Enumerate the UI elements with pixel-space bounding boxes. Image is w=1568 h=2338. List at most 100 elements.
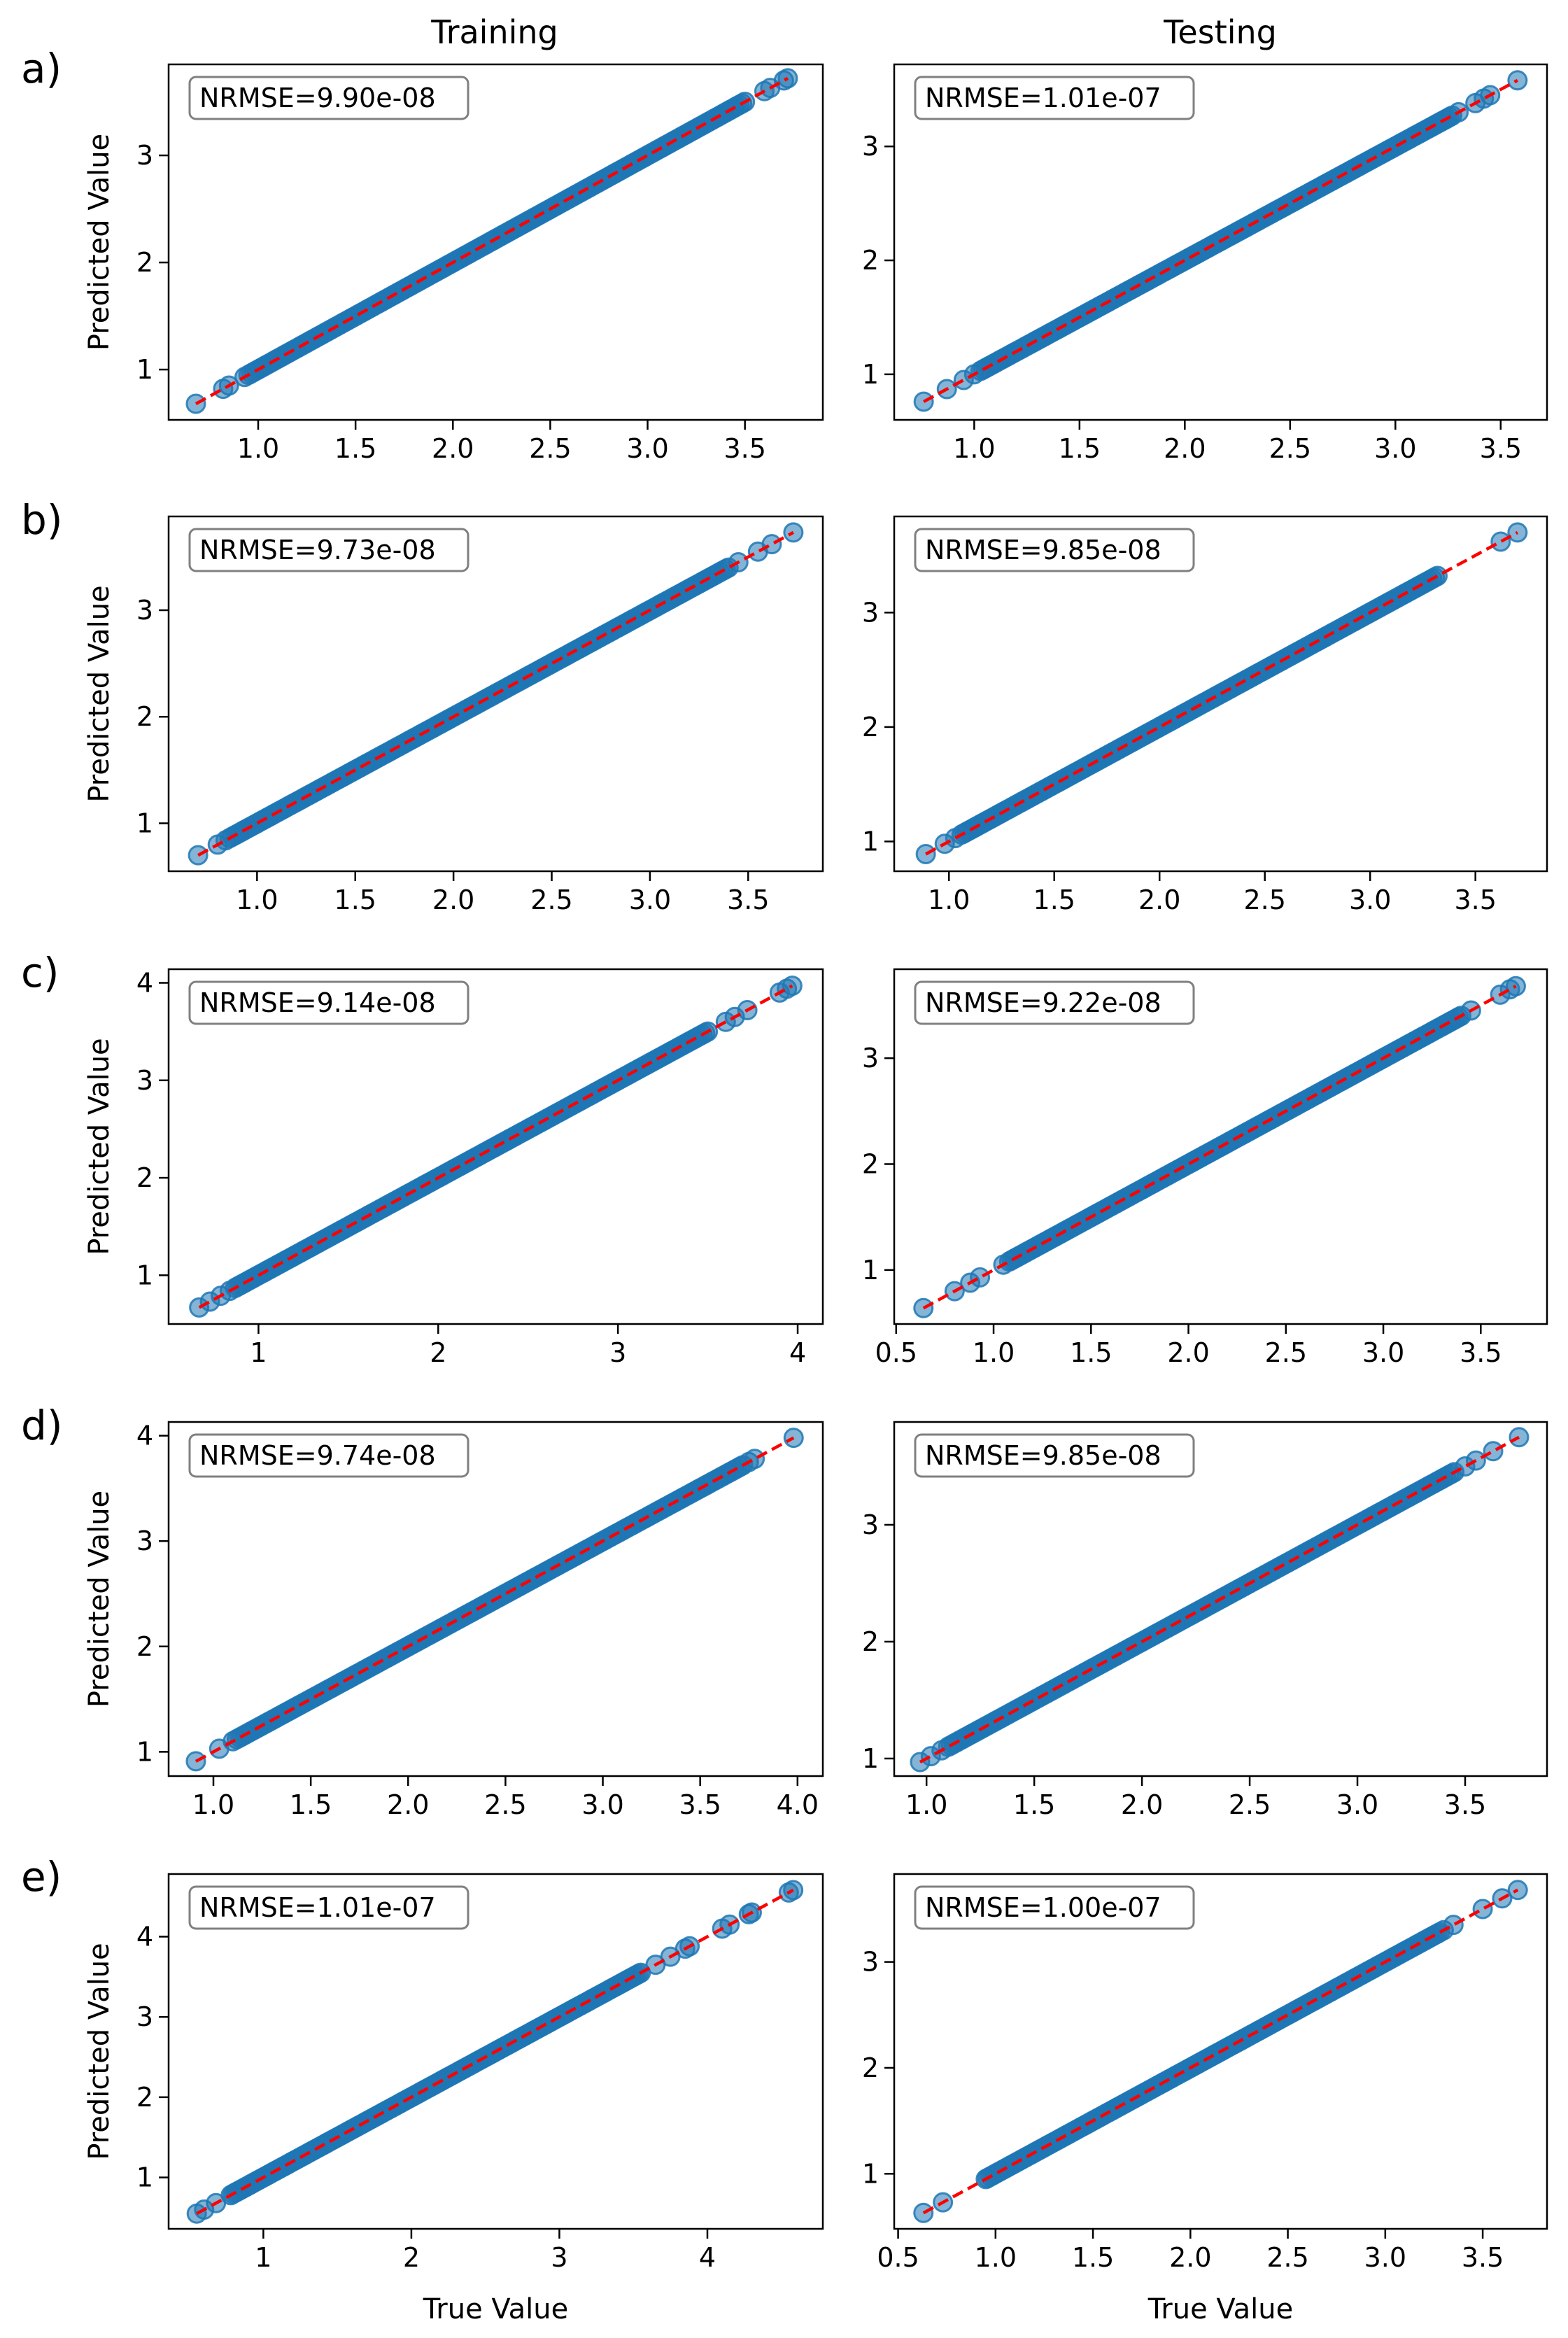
x-tick-label: 1.0 (237, 433, 279, 464)
nrmse-annotation: NRMSE=9.22e-08 (914, 980, 1195, 1025)
x-tick-label: 2.5 (530, 885, 572, 915)
nrmse-text: NRMSE=1.00e-07 (925, 1892, 1161, 1923)
x-tick-label: 2.5 (1243, 885, 1285, 915)
nrmse-text: NRMSE=9.85e-08 (925, 1440, 1161, 1471)
x-tick-label: 3 (551, 2242, 567, 2273)
x-tick-label: 1.0 (953, 433, 995, 464)
scatter-point (761, 534, 782, 555)
x-tick-label: 2.5 (1265, 1337, 1307, 1368)
y-tick-label: 3 (862, 1043, 879, 1073)
axes-frame (167, 1421, 824, 1777)
x-tick-label: 0.5 (875, 1337, 917, 1368)
axes-frame (893, 63, 1548, 421)
panel-a-training: a) 1.0 1.5 2.0 2.5 3.0 3.5 1 2 3 Predicted Value NR… (21, 45, 824, 464)
x-tick-label: 2.0 (432, 885, 474, 915)
scatter-point (1427, 565, 1448, 586)
x-tick-label: 2.0 (1164, 433, 1206, 464)
y-tick-label: 1 (136, 354, 153, 385)
x-tick-label: 3.0 (1349, 885, 1391, 915)
x-tick-label: 1.0 (975, 2242, 1017, 2273)
x-tick-label: 3.0 (629, 885, 671, 915)
column-title-training: Training (430, 13, 558, 51)
row-label: d) (21, 1402, 62, 1449)
scatter-point (1472, 1899, 1493, 1920)
panel-c-training: c) 1 2 3 4 1 2 3 4 Predicted Value NRMSE=9.14e-08 (21, 949, 824, 1368)
y-tick-label: 3 (136, 595, 153, 626)
x-tick-label: 3.5 (1480, 433, 1522, 464)
panel-b-testing: 1.0 1.5 2.0 2.5 3.0 3.5 1 2 3 NRMSE=9.85e-08 (862, 515, 1548, 915)
scatter-points (910, 1427, 1530, 1773)
panel-e-testing: 0.5 1.0 1.5 2.0 2.5 3.0 3.5 1 2 3 True Value NRMSE=… (862, 1873, 1548, 2325)
y-tick-label: 2 (136, 1631, 153, 1662)
scatter-point (970, 1267, 991, 1288)
x-tick-label: 3.5 (727, 885, 769, 915)
nrmse-text: NRMSE=9.90e-08 (199, 83, 436, 113)
identity-line (922, 1888, 1519, 2215)
x-tick-label: 3.0 (1364, 2242, 1406, 2273)
scatter-point (1483, 1441, 1504, 1462)
axes-frame (167, 968, 824, 1325)
y-tick-label: 2 (136, 2082, 153, 2113)
axes-frame (893, 515, 1548, 873)
x-tick-label: 2.0 (1167, 1337, 1209, 1368)
y-tick-label: 2 (862, 2052, 879, 2083)
x-tick-label: 3.5 (1462, 2242, 1504, 2273)
x-tick-label: 2.5 (484, 1789, 526, 1820)
nrmse-annotation: NRMSE=1.01e-07 (914, 76, 1195, 120)
x-tick-label: 1.0 (236, 885, 278, 915)
y-axis-label: Predicted Value (83, 1943, 115, 2160)
identity-line (197, 530, 794, 857)
y-tick-label: 2 (136, 701, 153, 732)
nrmse-annotation: NRMSE=1.00e-07 (914, 1885, 1195, 1930)
x-tick-label: 3.5 (723, 433, 765, 464)
y-tick-label: 4 (136, 968, 153, 999)
y-tick-label: 3 (136, 2001, 153, 2032)
y-tick-label: 1 (862, 826, 879, 857)
y-tick-label: 3 (862, 1509, 879, 1540)
axes-frame (893, 1873, 1548, 2230)
panel-d-testing: 1.0 1.5 2.0 2.5 3.0 3.5 1 2 3 NRMSE=9.85e-08 (862, 1421, 1548, 1820)
identity-line (195, 1436, 795, 1763)
identity-line (195, 76, 789, 406)
y-tick-label: 1 (136, 1260, 153, 1290)
nrmse-text: NRMSE=9.22e-08 (925, 987, 1161, 1018)
y-tick-label: 1 (136, 1736, 153, 1767)
row-label: b) (21, 496, 62, 544)
axes-frame (167, 515, 824, 873)
nrmse-text: NRMSE=9.74e-08 (199, 1440, 436, 1471)
x-tick-label: 2.5 (1266, 2242, 1308, 2273)
identity-line (919, 1435, 1520, 1763)
nrmse-annotation: NRMSE=1.01e-07 (188, 1885, 469, 1930)
scatter-points (915, 522, 1528, 864)
x-tick-label: 2.0 (1169, 2242, 1211, 2273)
x-tick-label: 3.0 (581, 1789, 623, 1820)
x-axis-label: True Value (423, 2293, 569, 2325)
y-tick-label: 1 (862, 1255, 879, 1286)
y-tick-label: 2 (136, 1162, 153, 1193)
axes-frame (893, 968, 1548, 1325)
x-tick-label: 1.5 (334, 885, 376, 915)
identity-line (922, 985, 1517, 1310)
y-tick-label: 3 (136, 140, 153, 171)
nrmse-annotation: NRMSE=9.73e-08 (188, 528, 469, 572)
row-label: a) (21, 45, 62, 92)
axes-frame (167, 1873, 824, 2230)
x-tick-label: 3 (609, 1337, 626, 1368)
y-tick-label: 1 (862, 359, 879, 390)
x-tick-label: 3.5 (679, 1789, 721, 1820)
nrmse-annotation: NRMSE=9.90e-08 (188, 76, 469, 120)
scatter-point (1429, 1922, 1450, 1943)
column-title-testing: Testing (1163, 13, 1277, 51)
x-tick-label: 1.5 (1070, 1337, 1112, 1368)
scatter-points (188, 522, 804, 866)
panel-c-testing: 0.5 1.0 1.5 2.0 2.5 3.0 3.5 1 2 3 NRMSE=9.22e-08 (862, 968, 1548, 1368)
y-axis-label: Predicted Value (83, 134, 115, 351)
x-tick-label: 1.5 (1033, 885, 1075, 915)
x-tick-label: 1.0 (973, 1337, 1015, 1368)
x-tick-label: 1 (250, 1337, 267, 1368)
y-tick-label: 3 (862, 131, 879, 162)
x-tick-label: 1.0 (928, 885, 970, 915)
x-tick-label: 3.0 (626, 433, 668, 464)
x-tick-label: 3.0 (1362, 1337, 1404, 1368)
